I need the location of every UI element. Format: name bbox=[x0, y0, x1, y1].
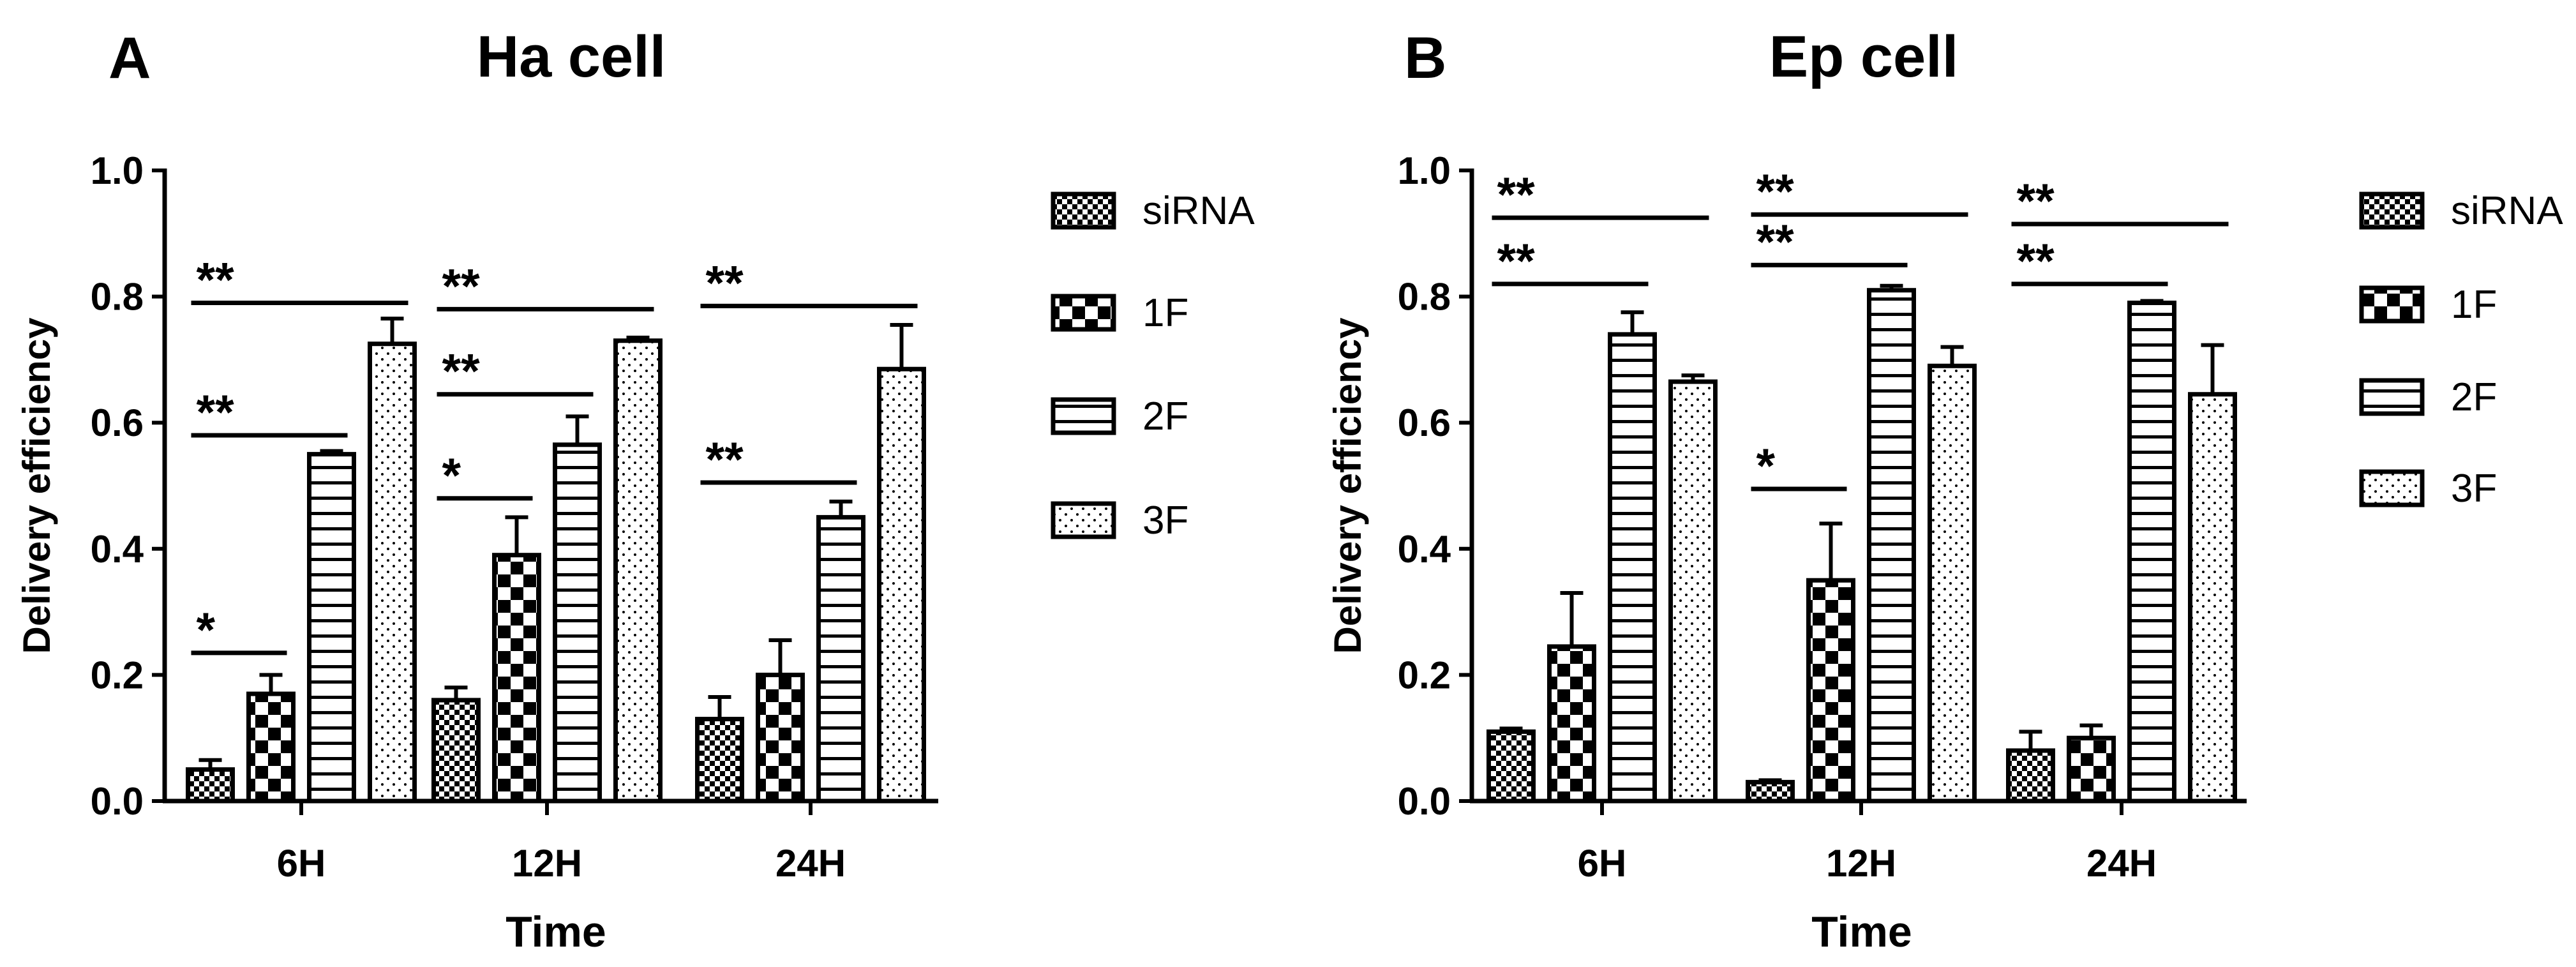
bar bbox=[2067, 735, 2116, 804]
legend-swatch bbox=[2359, 378, 2425, 416]
y-tick-label: 0.0 bbox=[1398, 780, 1451, 823]
x-tick-label: 12H bbox=[1826, 842, 1896, 885]
legend-label: 3F bbox=[1142, 498, 1188, 543]
bar bbox=[307, 452, 356, 804]
significance-label: * bbox=[197, 603, 216, 657]
bar bbox=[1668, 379, 1718, 804]
legend-swatch bbox=[2359, 285, 2425, 324]
legend-label: siRNA bbox=[2451, 189, 2563, 233]
y-tick-label: 0.4 bbox=[91, 528, 144, 571]
legend-swatch bbox=[2359, 469, 2425, 507]
bar bbox=[877, 366, 926, 804]
y-axis-title: Delivery efficiency bbox=[15, 317, 58, 654]
significance-label: * bbox=[442, 449, 461, 503]
significance-label: ** bbox=[706, 433, 744, 487]
bar bbox=[2127, 300, 2176, 804]
legend-swatch bbox=[1051, 501, 1116, 539]
panel-a: A Ha cell 0.0 0.2 0.4 0.6 0.8 1.0 Delivery effic… bbox=[15, 24, 1255, 956]
bar bbox=[186, 767, 235, 804]
significance-label: ** bbox=[2017, 234, 2055, 289]
legend-swatch bbox=[1051, 294, 1116, 332]
bar bbox=[1547, 644, 1596, 804]
panel-b: B Ep cell 0.0 0.2 0.4 0.6 0.8 1.0 Delivery effic… bbox=[1326, 24, 2563, 956]
y-tick-label: 0.6 bbox=[1398, 401, 1451, 444]
panel-letter: A bbox=[109, 26, 151, 91]
bar bbox=[2006, 748, 2055, 804]
y-tick-label: 0.4 bbox=[1398, 528, 1451, 571]
y-tick-label: 1.0 bbox=[91, 149, 144, 192]
significance-label: ** bbox=[1756, 165, 1795, 219]
bar bbox=[756, 672, 805, 804]
y-axis-title: Delivery efficiency bbox=[1326, 317, 1369, 654]
x-tick-label: 6H bbox=[1578, 842, 1627, 885]
bar bbox=[1608, 332, 1657, 804]
significance-label: ** bbox=[1497, 234, 1536, 289]
legend-swatch bbox=[1051, 397, 1116, 435]
legend-swatch bbox=[1051, 191, 1116, 230]
y-tick-label: 0.8 bbox=[1398, 276, 1451, 319]
significance-label: ** bbox=[2017, 174, 2055, 229]
y-tick-label: 1.0 bbox=[1398, 149, 1451, 192]
bar bbox=[1867, 288, 1916, 804]
bar bbox=[2188, 392, 2237, 804]
legend-label: 3F bbox=[2451, 467, 2497, 511]
bar bbox=[368, 341, 417, 804]
bar bbox=[816, 514, 865, 804]
y-tick-label: 0.6 bbox=[91, 401, 144, 444]
legend-label: 2F bbox=[1142, 394, 1188, 439]
bar bbox=[695, 717, 744, 804]
bar bbox=[1486, 729, 1536, 804]
bar bbox=[1746, 779, 1795, 804]
legend-label: siRNA bbox=[1142, 189, 1255, 233]
significance-label: ** bbox=[442, 259, 481, 313]
y-tick-label: 0.2 bbox=[91, 654, 144, 696]
significance-label: ** bbox=[706, 256, 744, 310]
bar bbox=[1806, 578, 1855, 804]
bar bbox=[431, 698, 481, 804]
significance-label: ** bbox=[197, 386, 235, 440]
chart-title: Ha cell bbox=[477, 24, 666, 89]
significance-label: ** bbox=[197, 253, 235, 307]
significance-label: * bbox=[1756, 439, 1776, 493]
y-tick-label: 0.2 bbox=[1398, 654, 1451, 696]
bar bbox=[1928, 363, 1977, 804]
y-tick-label: 0.8 bbox=[91, 276, 144, 319]
significance-label: ** bbox=[1497, 168, 1536, 222]
significance-label: ** bbox=[442, 345, 481, 399]
x-tick-label: 24H bbox=[775, 842, 846, 885]
legend-label: 1F bbox=[2451, 283, 2497, 327]
x-axis-title: Time bbox=[1811, 908, 1912, 956]
bar bbox=[613, 338, 663, 804]
x-tick-label: 12H bbox=[512, 842, 582, 885]
chart-title: Ep cell bbox=[1769, 24, 1959, 89]
legend-swatch bbox=[2359, 191, 2425, 230]
bar bbox=[246, 691, 296, 804]
bar bbox=[553, 442, 602, 804]
legend-label: 2F bbox=[2451, 375, 2497, 419]
legend-label: 1F bbox=[1142, 291, 1188, 335]
x-tick-label: 6H bbox=[277, 842, 326, 885]
bar bbox=[492, 553, 541, 804]
x-axis-title: Time bbox=[505, 908, 606, 956]
panel-letter: B bbox=[1404, 26, 1446, 91]
x-tick-label: 24H bbox=[2086, 842, 2157, 885]
y-tick-label: 0.0 bbox=[91, 780, 144, 823]
significance-label: ** bbox=[1756, 215, 1795, 269]
